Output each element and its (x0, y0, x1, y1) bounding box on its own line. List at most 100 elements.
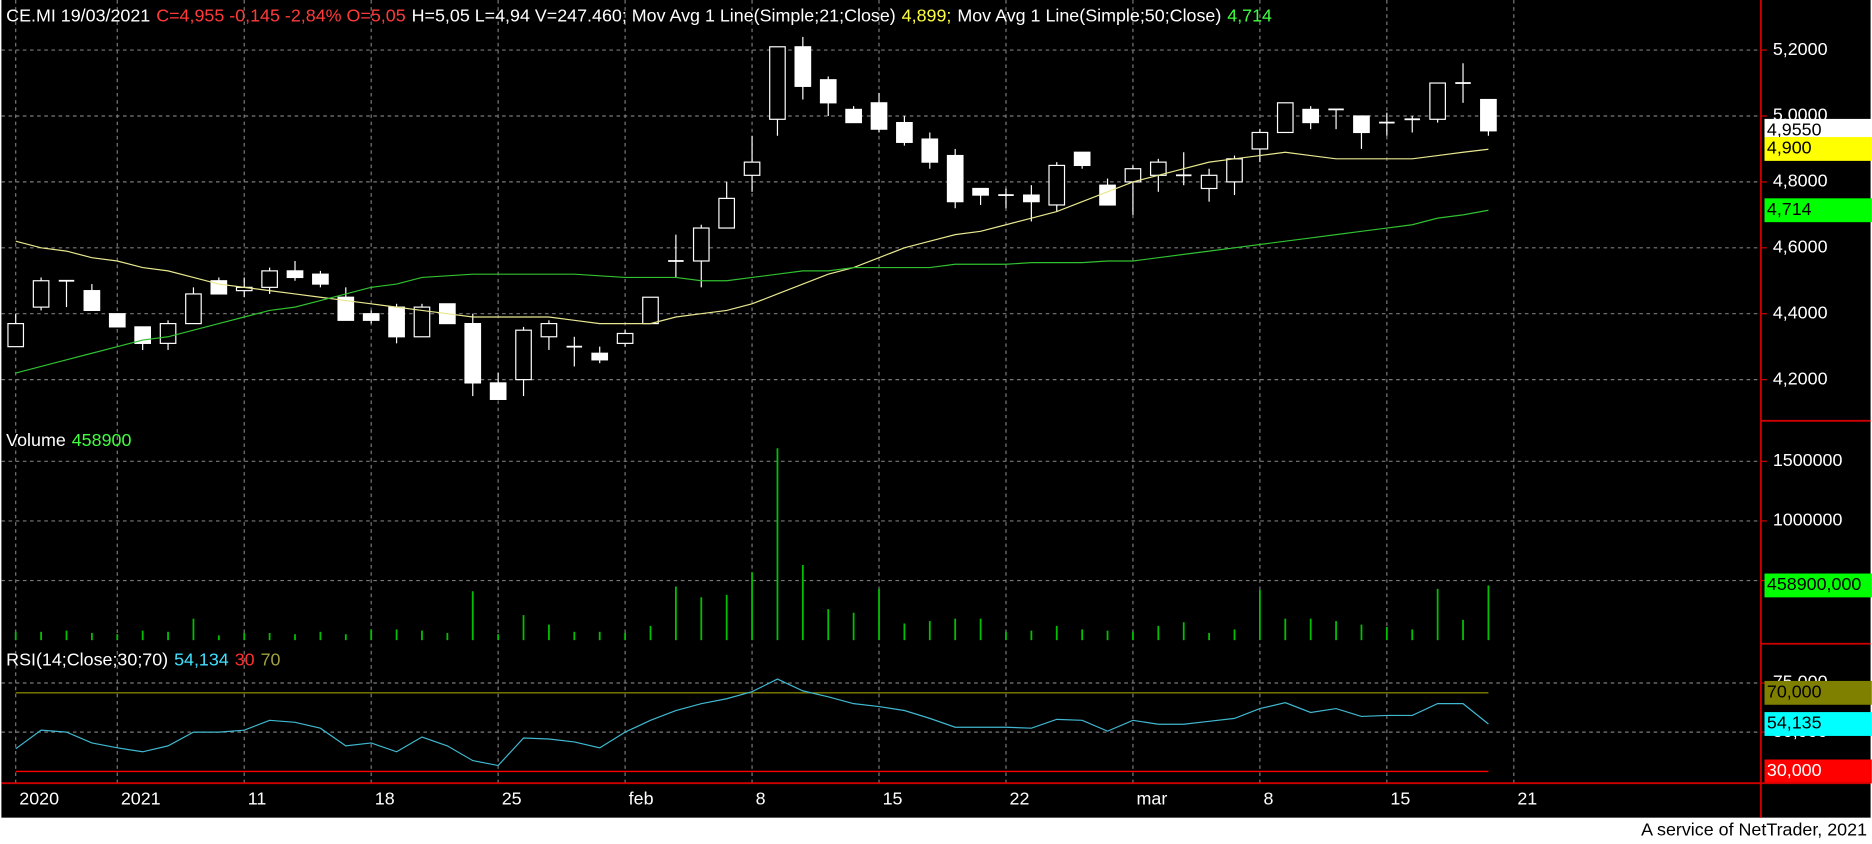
header-part: Volume (6, 430, 66, 450)
footer-text: A service of NetTrader, 2021 (1641, 820, 1867, 840)
y-tick-label: 1000000 (1773, 510, 1843, 530)
x-tick-label: 18 (375, 789, 395, 809)
candle-body (337, 296, 355, 321)
candle-body (1480, 98, 1497, 132)
candle-body (32, 280, 50, 308)
value-box-label: 4,714 (1767, 199, 1812, 219)
x-tick-label: 15 (1390, 789, 1410, 809)
candle-body (1226, 158, 1243, 183)
x-tick-label: 22 (1010, 789, 1030, 809)
y-tick-label: 4,4000 (1773, 302, 1828, 322)
candle-body (540, 323, 558, 338)
value-box (1764, 118, 1872, 143)
x-tick-label: 8 (1263, 789, 1273, 809)
candle-body (972, 187, 989, 196)
x-tick-label: 11 (248, 789, 267, 809)
header-part: 4,714 (1227, 5, 1272, 25)
panel-header: RSI(14;Close;30;70) 54,134 30 70 (6, 649, 280, 669)
value-box (1764, 759, 1872, 784)
candle-body (769, 46, 786, 120)
value-box (1764, 573, 1872, 598)
candle-body (794, 46, 812, 87)
candle-body (616, 332, 634, 344)
candle-body (515, 329, 532, 381)
candle-body (413, 306, 431, 338)
candle-body (261, 270, 278, 288)
y-tick-label: 5,2000 (1773, 39, 1828, 59)
x-tick-label: 2020 (19, 789, 59, 809)
panel-header: CE.MI 19/03/2021 C=4,955 -0,145 -2,84% O=… (6, 5, 1272, 25)
candle-body (718, 197, 736, 229)
value-box-label: 70,000 (1767, 682, 1822, 702)
moving-average-line (15, 148, 1489, 325)
candle-body (946, 154, 964, 203)
candle-body (591, 352, 609, 361)
rsi-line (15, 678, 1489, 767)
value-box-label: 30,000 (1767, 760, 1822, 780)
candle-body (1251, 131, 1269, 150)
value-box (1764, 680, 1872, 705)
header-part: 458900 (72, 430, 132, 450)
x-tick-label: feb (629, 789, 654, 809)
value-box-label: 4,9550 (1767, 120, 1822, 140)
candle-body (286, 270, 304, 279)
candle-body (83, 290, 101, 312)
header-part: CE.MI 19/03/2021 (6, 5, 150, 25)
y-tick-label: 4,8000 (1773, 171, 1828, 191)
candle-body (1099, 184, 1116, 206)
candle-body (1200, 174, 1218, 190)
candle-body (819, 79, 837, 104)
value-box-label: 54,135 (1767, 713, 1822, 733)
y-tick-label: 4,2000 (1773, 368, 1828, 388)
candle-body (870, 102, 888, 130)
header-part: 54,134 (174, 649, 229, 669)
value-box (1764, 137, 1872, 161)
candle-body (896, 121, 913, 143)
candle-body (921, 138, 939, 163)
x-tick-label: 2021 (121, 789, 161, 809)
candle-body (1302, 108, 1320, 124)
candle-body (464, 323, 482, 384)
candle-body (1073, 151, 1091, 167)
candle-body (312, 273, 329, 285)
header-part: 70 (261, 649, 281, 669)
candle-body (743, 161, 761, 176)
footer-strip (1, 817, 1871, 844)
candle-body (362, 313, 380, 321)
header-part: RSI(14;Close;30;70) (6, 649, 168, 669)
candle-body (642, 296, 659, 325)
x-tick-label: 15 (883, 789, 903, 809)
x-tick-label: 25 (502, 789, 522, 809)
chart-background (1, 0, 1871, 818)
x-tick-label: 8 (756, 789, 766, 809)
value-box-label: 4,900 (1767, 138, 1812, 158)
candle-body (1023, 194, 1040, 203)
candle-body (388, 306, 405, 338)
candle-body (845, 108, 862, 124)
candle-body (1276, 102, 1294, 134)
value-box (1764, 712, 1872, 736)
candle-body (1353, 115, 1370, 134)
header-part: Mov Avg 1 Line(Simple;50;Close) (957, 5, 1221, 25)
moving-average-line (15, 209, 1489, 374)
y-tick-label: 4,6000 (1773, 237, 1828, 257)
header-part: H=5,05 L=4,94 V=247.460; Mov Avg 1 Line(… (412, 5, 896, 25)
candle-body (1048, 164, 1066, 206)
candle-body (7, 323, 25, 348)
y-tick-label: 1500000 (1773, 450, 1843, 470)
candle-body (692, 227, 710, 262)
candle-body (1429, 82, 1446, 120)
value-box-label: 458900,000 (1767, 574, 1861, 594)
panel-header: Volume 458900 (6, 430, 131, 450)
x-tick-label: mar (1137, 789, 1168, 809)
candle-body (108, 313, 126, 328)
header-part: 4,899; (902, 5, 952, 25)
candle-body (185, 293, 202, 325)
x-tick-label: 21 (1517, 789, 1537, 809)
header-part: C=4,955 -0,145 -2,84% O=5,05 (156, 5, 405, 25)
value-box (1764, 198, 1872, 223)
candle-body (159, 323, 177, 344)
header-part: 30 (235, 649, 255, 669)
